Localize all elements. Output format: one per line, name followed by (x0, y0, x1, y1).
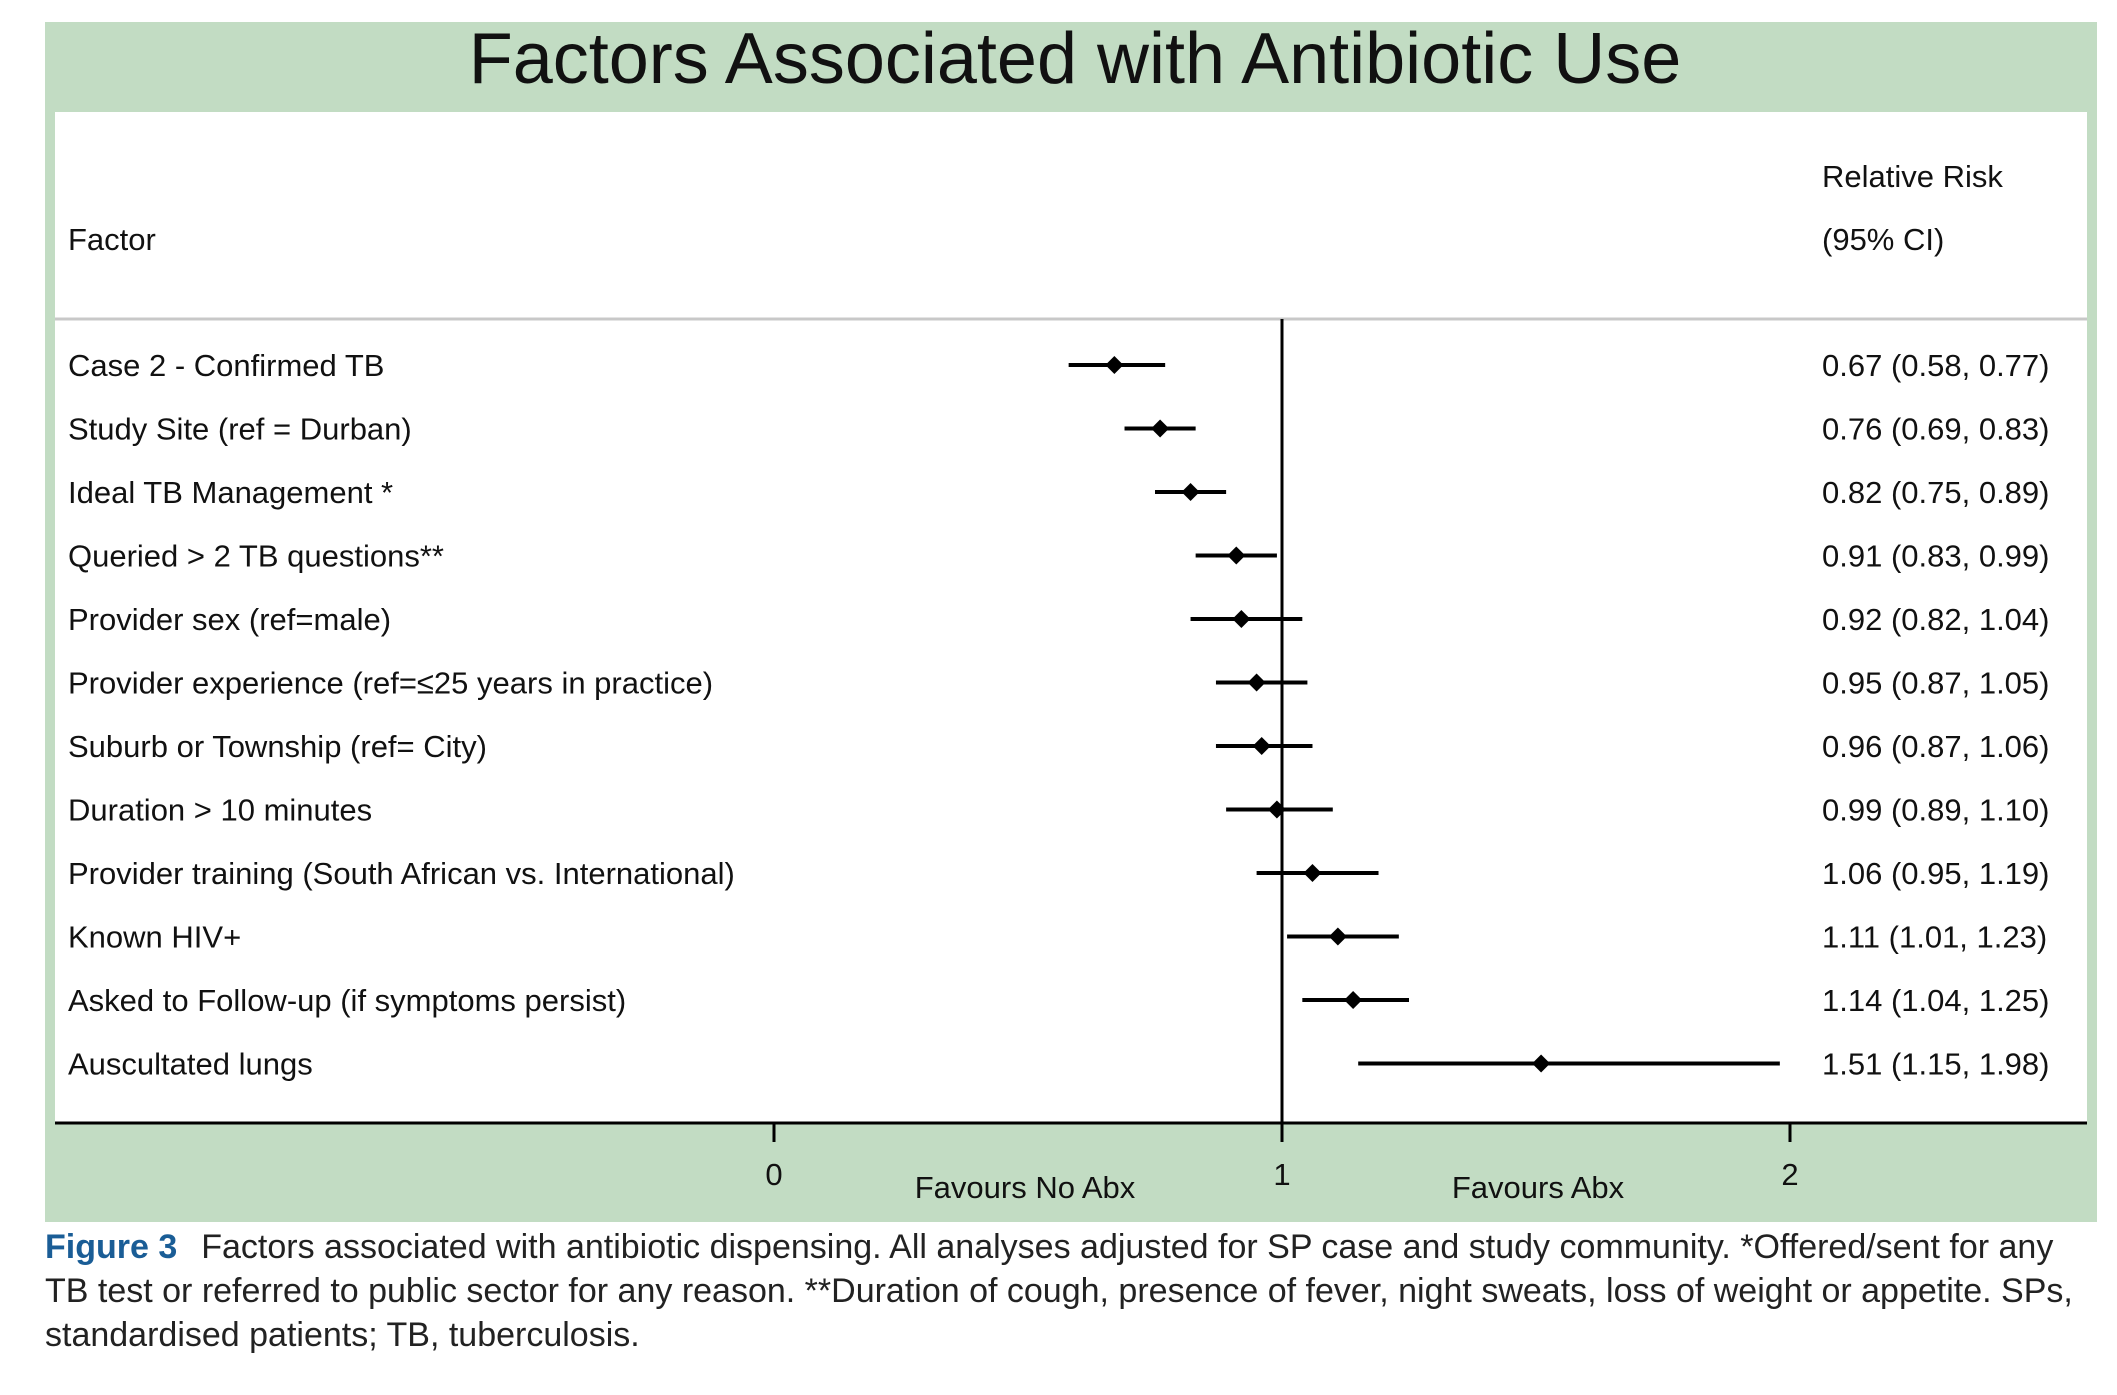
row-factor-label: Case 2 - Confirmed TB (68, 348, 384, 383)
row-factor-label: Queried > 2 TB questions** (68, 539, 444, 574)
plot-panel (55, 112, 2087, 1122)
row-rr-value: 1.11 (1.01, 1.23) (1822, 920, 2047, 955)
forest-row: Provider sex (ref=male) 0.92 (0.82, 1.04) (68, 602, 2050, 637)
forest-row: Asked to Follow-up (if symptoms persist)… (68, 983, 2050, 1018)
row-rr-value: 0.91 (0.83, 0.99) (1822, 539, 2050, 574)
point-estimate-marker (1247, 673, 1266, 692)
point-estimate-marker (1151, 419, 1170, 438)
x-axis-ticks: 0 1 2 (765, 1123, 1799, 1192)
row-rr-value: 0.96 (0.87, 1.06) (1822, 729, 2050, 764)
row-rr-value: 0.99 (0.89, 1.10) (1822, 793, 2050, 828)
x-tick-label: 1 (1273, 1157, 1290, 1192)
point-estimate-marker (1252, 737, 1271, 755)
row-factor-label: Provider experience (ref=≤25 years in pr… (68, 666, 713, 701)
row-rr-value: 1.06 (0.95, 1.19) (1822, 856, 2050, 891)
row-factor-label: Provider training (South African vs. Int… (68, 856, 735, 891)
row-rr-value: 0.95 (0.87, 1.05) (1822, 666, 2050, 701)
row-rr-value: 1.14 (1.04, 1.25) (1822, 983, 2050, 1018)
row-factor-label: Auscultated lungs (68, 1047, 313, 1082)
x-tick-label: 2 (1781, 1157, 1798, 1192)
rr-header-line1: Relative Risk (1822, 159, 2003, 194)
point-estimate-marker (1303, 864, 1322, 882)
point-estimate-marker (1227, 546, 1246, 565)
row-factor-label: Asked to Follow-up (if symptoms persist) (68, 983, 626, 1018)
row-factor-label: Study Site (ref = Durban) (68, 412, 412, 447)
forest-row: Provider training (South African vs. Int… (68, 856, 2050, 891)
row-rr-value: 0.82 (0.75, 0.89) (1822, 475, 2050, 510)
favours-no-abx-label: Favours No Abx (915, 1170, 1136, 1205)
forest-row: Duration > 10 minutes 0.99 (0.89, 1.10) (68, 793, 2050, 828)
point-estimate-marker (1328, 927, 1347, 946)
forest-row: Known HIV+ 1.11 (1.01, 1.23) (68, 920, 2047, 955)
favours-abx-label: Favours Abx (1452, 1170, 1625, 1205)
row-rr-value: 0.67 (0.58, 0.77) (1822, 348, 2050, 383)
forest-row: Case 2 - Confirmed TB 0.67 (0.58, 0.77) (68, 348, 2050, 383)
figure-caption: Figure 3 Factors associated with antibiot… (45, 1225, 2105, 1357)
point-estimate-marker (1232, 610, 1251, 628)
rr-header-line2: (95% CI) (1822, 222, 1944, 257)
row-factor-label: Duration > 10 minutes (68, 793, 372, 828)
row-rr-value: 0.92 (0.82, 1.04) (1822, 602, 2050, 637)
caption-figure-label: Figure 3 (45, 1228, 178, 1266)
point-estimate-marker (1344, 991, 1363, 1009)
row-factor-label: Provider sex (ref=male) (68, 602, 391, 637)
chart-title: Factors Associated with Antibiotic Use (469, 19, 1682, 99)
point-estimate-marker (1105, 356, 1124, 374)
forest-row: Provider experience (ref=≤25 years in pr… (68, 666, 2050, 701)
rows-layer: Case 2 - Confirmed TB 0.67 (0.58, 0.77) St… (68, 348, 2050, 1082)
forest-row: Study Site (ref = Durban) 0.76 (0.69, 0.8… (68, 412, 2050, 447)
row-rr-value: 1.51 (1.15, 1.98) (1822, 1047, 2050, 1082)
caption-text: Factors associated with antibiotic dispe… (45, 1228, 2073, 1354)
point-estimate-marker (1181, 483, 1200, 501)
row-factor-label: Known HIV+ (68, 920, 241, 955)
forest-plot-svg: Factors Associated with Antibiotic Use F… (45, 19, 2097, 1222)
x-tick-label: 0 (765, 1157, 782, 1192)
row-rr-value: 0.76 (0.69, 0.83) (1822, 412, 2050, 447)
point-estimate-marker (1532, 1054, 1551, 1073)
row-factor-label: Ideal TB Management * (68, 475, 393, 510)
forest-row: Ideal TB Management * 0.82 (0.75, 0.89) (68, 475, 2050, 510)
factor-column-header: Factor (68, 222, 156, 257)
forest-row: Queried > 2 TB questions** 0.91 (0.83, 0.… (68, 539, 2050, 574)
row-factor-label: Suburb or Township (ref= City) (68, 729, 487, 764)
forest-row: Suburb or Township (ref= City) 0.96 (0.87… (68, 729, 2050, 764)
forest-row: Auscultated lungs 1.51 (1.15, 1.98) (68, 1047, 2050, 1082)
